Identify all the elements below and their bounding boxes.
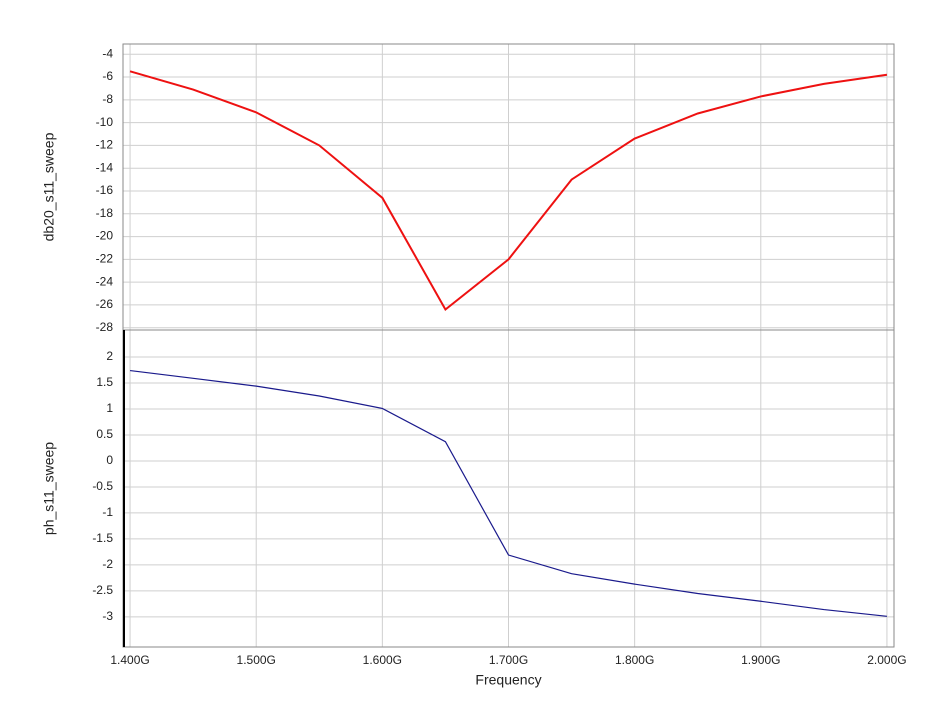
y-tick-label: 2 bbox=[106, 349, 113, 363]
y-tick-label: -8 bbox=[102, 92, 113, 106]
y-tick-label: -3 bbox=[102, 609, 113, 623]
line bbox=[129, 70, 888, 312]
line bbox=[129, 369, 887, 617]
y-tick-label: -24 bbox=[96, 274, 114, 288]
x-tick-label: 1.800G bbox=[615, 653, 654, 667]
y-tick-label: -6 bbox=[102, 69, 113, 83]
y-axis-label: db20_s11_sweep bbox=[41, 132, 57, 241]
y-tick-label: -16 bbox=[96, 183, 114, 197]
y-tick-label: -18 bbox=[96, 206, 114, 220]
x-tick-label: 2.000G bbox=[867, 653, 906, 667]
y-tick-label: -2.5 bbox=[92, 583, 113, 597]
y-tick-label: -22 bbox=[96, 252, 114, 266]
y-tick-label: 1.5 bbox=[96, 375, 113, 389]
y-tick-label: -1.5 bbox=[92, 531, 113, 545]
x-tick-label: 1.600G bbox=[363, 653, 402, 667]
y-tick-label: 0.5 bbox=[96, 427, 113, 441]
y-tick-label: -26 bbox=[96, 297, 114, 311]
y-tick-label: -4 bbox=[102, 46, 113, 60]
y-tick-label: -28 bbox=[96, 320, 114, 334]
y-tick-label: -0.5 bbox=[92, 479, 113, 493]
y-axis-label: ph_s11_sweep bbox=[41, 442, 57, 535]
y-tick-label: -10 bbox=[96, 115, 114, 129]
x-tick-label: 1.900G bbox=[741, 653, 780, 667]
y-tick-label: -12 bbox=[96, 138, 114, 152]
y-tick-label: -20 bbox=[96, 229, 114, 243]
y-tick-label: 0 bbox=[106, 453, 113, 467]
x-axis-label: Frequency bbox=[475, 672, 541, 688]
y-tick-label: -2 bbox=[102, 557, 113, 571]
x-tick-label: 1.500G bbox=[237, 653, 276, 667]
y-tick-label: -14 bbox=[96, 160, 114, 174]
x-tick-label: 1.400G bbox=[110, 653, 149, 667]
y-tick-label: 1 bbox=[106, 401, 113, 415]
y-tick-label: -1 bbox=[102, 505, 113, 519]
x-tick-label: 1.700G bbox=[489, 653, 528, 667]
